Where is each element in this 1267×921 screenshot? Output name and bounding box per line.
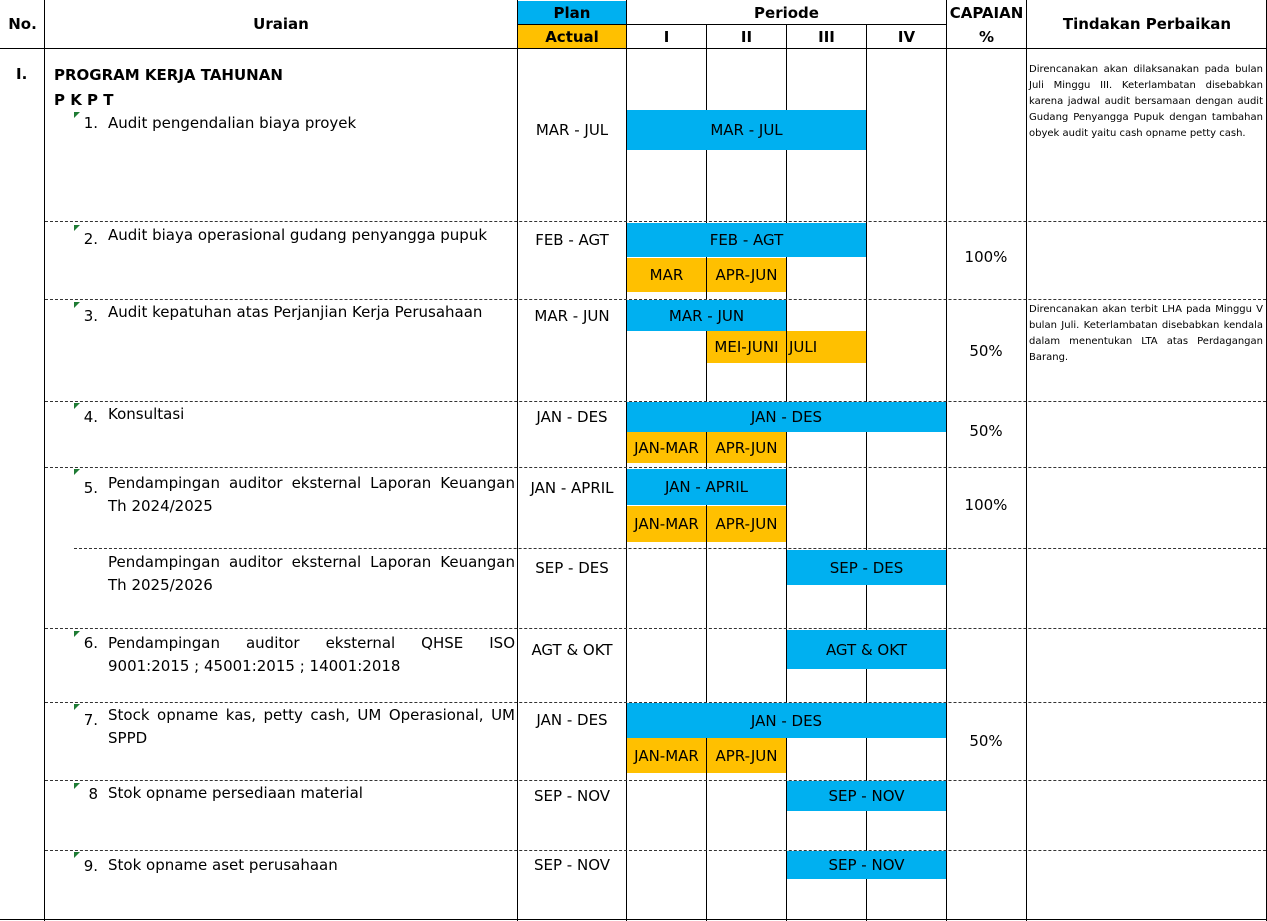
capaian-value: 50% — [969, 422, 1003, 440]
actual-bar: JAN-MAR — [627, 506, 706, 542]
plan-bar: FEB - AGT — [627, 223, 866, 257]
comment-marker — [74, 225, 80, 231]
actual-bar: JAN-MAR — [627, 738, 706, 773]
comment-marker — [74, 631, 80, 637]
row-plan-period: SEP - NOV — [533, 856, 611, 874]
row-separator — [45, 850, 1266, 851]
plan-bar: MAR - JUN — [627, 300, 786, 331]
tindakan-note: Direncanakan akan dilaksanakan pada bula… — [1029, 64, 1263, 139]
section-subtitle: P K P T — [54, 91, 114, 109]
comment-marker — [74, 302, 80, 308]
row-plan-period: JAN - DES — [536, 711, 608, 729]
header-capaian-unit: % — [978, 28, 995, 46]
row-plan-period: FEB - AGT — [535, 231, 609, 249]
header-uraian: Uraian — [253, 15, 309, 33]
comment-marker — [74, 783, 80, 789]
actual-bar: MAR — [627, 258, 706, 292]
row-number: 5. — [83, 479, 98, 497]
plan-bar: SEP - DES — [787, 550, 946, 585]
row-separator — [74, 548, 1266, 549]
comment-marker — [74, 469, 80, 475]
row-description: Audit biaya operasional gudang penyangga… — [108, 226, 488, 244]
row-plan-period: MAR - JUL — [535, 121, 609, 139]
col-border-no — [44, 0, 45, 921]
plan-bar: SEP - NOV — [787, 781, 946, 811]
header-actual: Actual — [518, 25, 626, 48]
col-border-capaian — [1026, 0, 1027, 921]
plan-bar: SEP - NOV — [787, 851, 946, 879]
row-description: Stok opname aset perusahaan — [108, 856, 338, 874]
row-description: Konsultasi — [108, 405, 185, 423]
plan-bar: JAN - DES — [627, 402, 946, 432]
row-separator — [45, 401, 1266, 402]
section-number: I. — [16, 65, 28, 83]
row-description: Pendampingan auditor eksternal Laporan K… — [108, 553, 515, 594]
row-plan-period: JAN - APRIL — [530, 479, 614, 497]
row-description: Pendampingan auditor eksternal QHSE ISO … — [108, 634, 515, 675]
row-plan-period: SEP - NOV — [533, 787, 611, 805]
plan-bar: AGT & OKT — [787, 630, 946, 669]
comment-marker — [74, 403, 80, 409]
header-quarter-3: III — [818, 27, 835, 46]
row-description: Pendampingan auditor eksternal Laporan K… — [108, 474, 515, 515]
row-separator — [45, 221, 1266, 222]
row-number: 2. — [83, 230, 98, 248]
row-separator — [45, 467, 1266, 468]
comment-marker — [74, 112, 80, 118]
row-number: 9. — [83, 857, 98, 875]
header-quarter-2: II — [740, 27, 753, 46]
comment-marker — [74, 704, 80, 710]
row-description: Audit pengendalian biaya proyek — [108, 114, 357, 132]
row-plan-period: SEP - DES — [535, 559, 609, 577]
row-separator — [45, 702, 1266, 703]
plan-actual-divider — [517, 24, 627, 25]
row-plan-period: JAN - DES — [536, 408, 608, 426]
row-separator — [45, 299, 1266, 300]
col-border-periode — [946, 0, 947, 921]
header-periode: Periode — [754, 3, 819, 22]
plan-bar: MAR - JUL — [627, 110, 866, 150]
row-number: 3. — [83, 307, 98, 325]
plan-bar: JAN - DES — [627, 703, 946, 738]
row-number: 6. — [83, 634, 98, 652]
actual-bar: MEI-JUNI — [707, 331, 786, 363]
header-no: No. — [8, 15, 37, 33]
capaian-value: 100% — [964, 496, 1008, 514]
row-number: 1. — [83, 114, 98, 132]
header-quarter-1: I — [663, 27, 670, 46]
plan-bar: JAN - APRIL — [627, 469, 786, 505]
actual-bar: JULI — [787, 331, 866, 363]
header-plan: Plan — [518, 1, 626, 25]
row-description: Stok opname persediaan material — [108, 784, 363, 802]
actual-bar: APR-JUN — [707, 258, 786, 292]
header-tindakan: Tindakan Perbaikan — [1062, 15, 1232, 33]
header-capaian: CAPAIAN — [949, 4, 1024, 22]
comment-marker — [74, 852, 80, 858]
actual-bar: APR-JUN — [707, 738, 786, 773]
capaian-value: 100% — [964, 248, 1008, 266]
col-border-q3 — [866, 24, 867, 921]
row-number: 8 — [88, 785, 98, 803]
section-title: PROGRAM KERJA TAHUNAN — [54, 66, 283, 84]
header-quarter-4: IV — [897, 27, 916, 46]
col-border-q2 — [786, 24, 787, 921]
row-description: Stock opname kas, petty cash, UM Operasi… — [108, 706, 515, 747]
capaian-value: 50% — [969, 342, 1003, 360]
row-number: 4. — [83, 408, 98, 426]
row-plan-period: AGT & OKT — [531, 641, 613, 659]
row-description: Audit kepatuhan atas Perjanjian Kerja Pe… — [108, 303, 483, 321]
row-separator — [45, 628, 1266, 629]
col-border-plan — [626, 0, 627, 921]
row-separator — [45, 780, 1266, 781]
actual-bar: APR-JUN — [707, 506, 786, 542]
actual-bar: JAN-MAR — [627, 432, 706, 463]
row-plan-period: MAR - JUN — [534, 307, 610, 325]
tindakan-note: Direncanakan akan terbit LHA pada Minggu… — [1029, 304, 1263, 363]
table-bottom-border — [0, 919, 1267, 920]
row-number: 7. — [83, 711, 98, 729]
capaian-value: 50% — [969, 732, 1003, 750]
actual-bar: APR-JUN — [707, 432, 786, 463]
header-bottom-border — [0, 48, 1267, 49]
col-border-uraian — [517, 0, 518, 921]
